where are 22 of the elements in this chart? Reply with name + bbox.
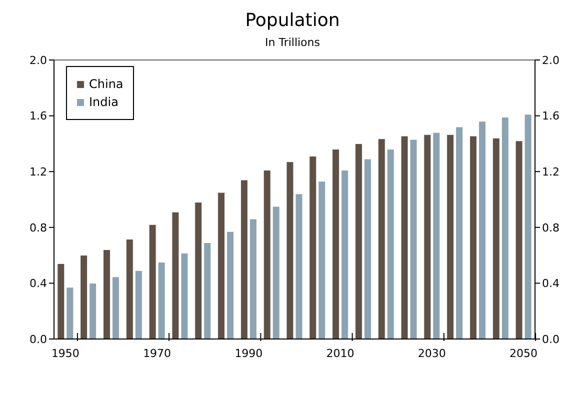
y-tick-label: 0.4 bbox=[30, 277, 47, 290]
x-tick-label: 1970 bbox=[143, 347, 172, 360]
y-tick-label: 0.0 bbox=[30, 332, 47, 346]
y-tick-label: 0.8 bbox=[30, 221, 47, 234]
legend-label: China bbox=[89, 77, 124, 91]
y-tick-label: 1.2 bbox=[30, 166, 47, 179]
x-tick-label: 1950 bbox=[51, 347, 80, 360]
chart-subtitle: In Trillions bbox=[264, 36, 321, 49]
y-tick-label: 2.0 bbox=[30, 54, 47, 67]
y2-tick-label: 0.4 bbox=[542, 277, 560, 290]
x-tick-label: 1990 bbox=[234, 347, 263, 360]
y2-tick-label: 1.2 bbox=[542, 166, 560, 179]
x-tick-label: 2010 bbox=[326, 347, 354, 360]
y-tick-label: 1.6 bbox=[30, 110, 47, 123]
legend-label: India bbox=[89, 95, 118, 109]
y2-tick-label: 0.0 bbox=[542, 332, 560, 346]
x-tick-label: 2050 bbox=[510, 347, 538, 360]
chart-title: Population bbox=[244, 10, 341, 31]
x-tick-label: 2030 bbox=[418, 347, 446, 360]
y2-tick-label: 0.8 bbox=[542, 221, 560, 234]
y2-tick-label: 1.6 bbox=[542, 110, 560, 123]
y2-tick-label: 2.0 bbox=[542, 54, 560, 67]
